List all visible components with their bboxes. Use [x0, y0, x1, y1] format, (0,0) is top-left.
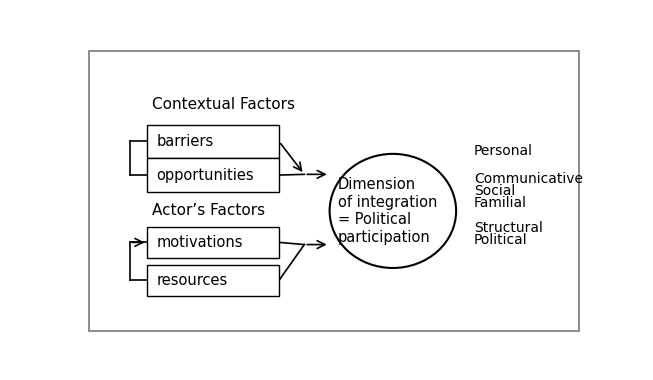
Bar	[148, 227, 279, 258]
Text: Contextual Factors: Contextual Factors	[153, 97, 295, 112]
Ellipse shape	[330, 154, 456, 268]
Bar	[148, 125, 279, 158]
Text: Structural: Structural	[474, 222, 543, 236]
Text: Political: Political	[474, 233, 528, 247]
Text: Actor’s Factors: Actor’s Factors	[153, 203, 266, 218]
Bar	[148, 158, 279, 192]
Text: Communicative: Communicative	[474, 172, 583, 186]
Text: Dimension
of integration
= Political
participation: Dimension of integration = Political par…	[338, 177, 438, 244]
Text: Personal: Personal	[474, 144, 533, 158]
Text: Familial: Familial	[474, 196, 527, 210]
Text: barriers: barriers	[157, 134, 214, 149]
Text: Social: Social	[474, 184, 515, 198]
Text: resources: resources	[157, 273, 228, 288]
Bar	[148, 265, 279, 296]
Text: opportunities: opportunities	[157, 168, 254, 182]
Text: motivations: motivations	[157, 235, 243, 250]
